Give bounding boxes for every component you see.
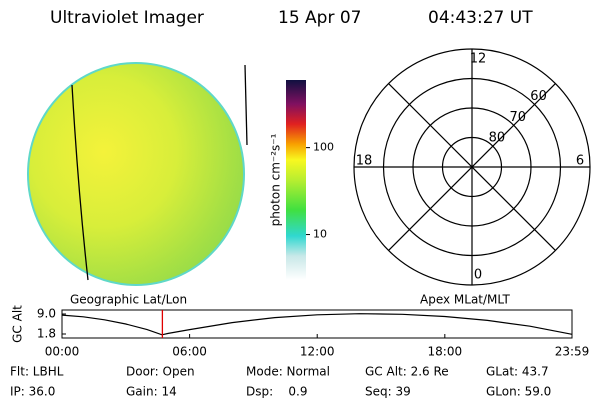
colorbar: [286, 80, 306, 280]
status-field: Mode: Normal: [246, 365, 330, 379]
colorbar-label: photon cm⁻²s⁻¹: [269, 133, 283, 226]
ring-label: 70: [509, 110, 526, 125]
orbit-label: Geographic Lat/Lon: [70, 293, 187, 307]
colorbar-tick-label: 10: [313, 228, 327, 241]
uv-image: [27, 62, 245, 286]
orbit-frame: [61, 309, 573, 339]
mlt-label: 0: [474, 268, 482, 283]
ring-label: 60: [530, 89, 547, 104]
y-tick-label: 1.8: [37, 327, 56, 341]
altitude-line: [61, 313, 573, 336]
date: 15 Apr 07: [278, 8, 361, 28]
status-field: GC Alt: 2.6 Re: [365, 365, 449, 379]
polar-ring: [382, 77, 562, 257]
geo-line: [71, 84, 89, 281]
orbit-ylabel: GC Alt: [11, 305, 25, 343]
mlt-label: 12: [470, 52, 487, 67]
status-field: GLat: 43.7: [486, 365, 549, 379]
mlt-label: 6: [576, 154, 584, 169]
status-field: IP: 36.0: [10, 385, 55, 399]
time: 04:43:27 UT: [428, 8, 533, 28]
x-tick-label: 00:00: [45, 345, 80, 359]
mlt-label: 18: [356, 154, 373, 169]
status-field: GLon: 59.0: [486, 385, 551, 399]
status-field: Dsp: 0.9: [246, 385, 308, 399]
x-tick-label: 12:00: [300, 345, 335, 359]
title: Ultraviolet Imager: [50, 8, 204, 28]
x-tick-label: 06:00: [172, 345, 207, 359]
status-field: Door: Open: [126, 365, 195, 379]
polar-ring: [441, 136, 503, 198]
y-tick-label: 9.0: [37, 307, 56, 321]
x-tick-label: 18:00: [428, 345, 463, 359]
orbit-label: Apex MLat/MLT: [420, 293, 510, 307]
geo-line: [244, 64, 248, 146]
polar-spoke: [388, 83, 556, 251]
status-field: Gain: 14: [126, 385, 177, 399]
polar-ring: [412, 107, 532, 227]
status-field: Flt: LBHL: [10, 365, 64, 379]
ring-label: 80: [489, 131, 506, 146]
colorbar-tick-label: 100: [313, 141, 334, 154]
status-field: Seq: 39: [365, 385, 411, 399]
x-tick-label: 23:59: [555, 345, 590, 359]
